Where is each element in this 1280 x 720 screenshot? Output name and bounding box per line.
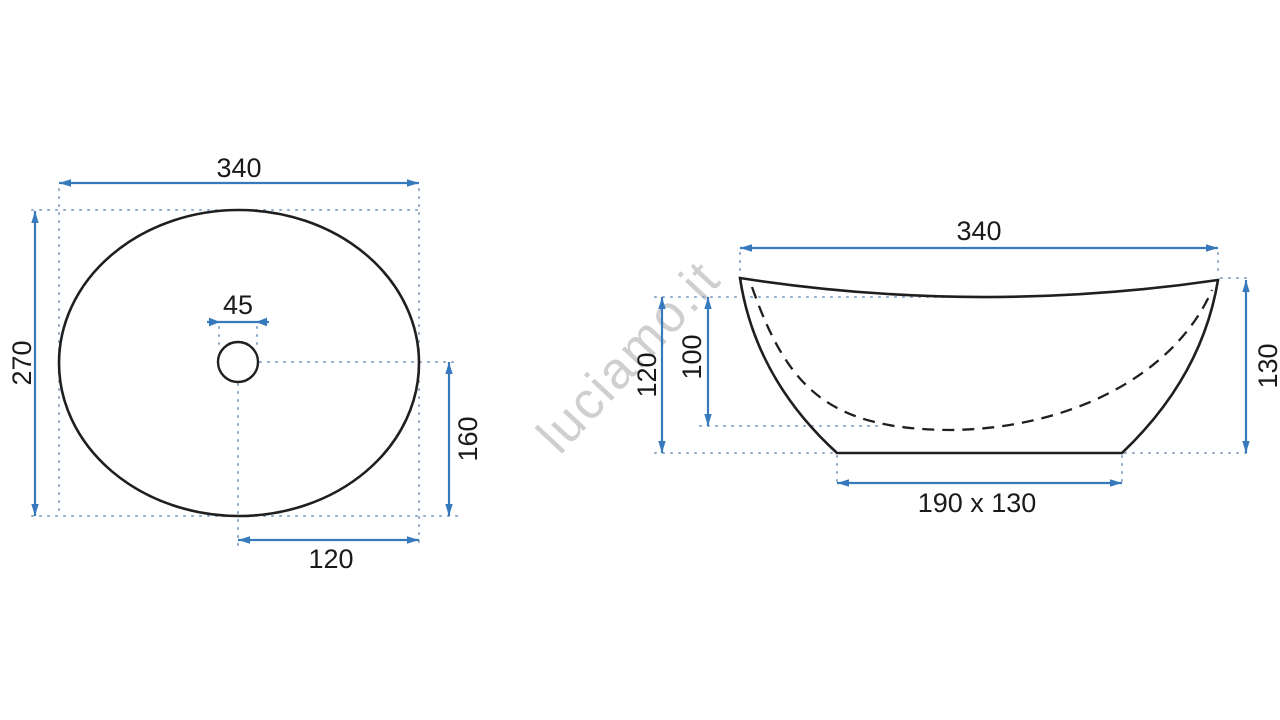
- dimension-label: 120: [308, 544, 353, 574]
- dimension-label: 130: [1253, 343, 1280, 388]
- dimension-drain-to-front: 160: [445, 362, 483, 516]
- side-view: 340 120 100 130 190 x 130: [632, 216, 1280, 518]
- dimension-label: 120: [632, 352, 662, 397]
- top-view: 340 270 45 160 120: [7, 153, 483, 574]
- dimension-top-view-width: 340: [59, 153, 419, 187]
- basin-profile-outline: [738, 276, 1220, 455]
- dimension-label: 190 x 130: [918, 488, 1037, 518]
- dimension-label: 340: [216, 153, 261, 183]
- arrowhead: [256, 317, 267, 327]
- dimension-label: 100: [677, 334, 707, 379]
- dimension-side-view-width: 340: [740, 216, 1218, 252]
- dimension-label: 160: [453, 416, 483, 461]
- dimension-bowl-depth: 100: [677, 297, 712, 426]
- dimension-base-size: 190 x 130: [837, 479, 1122, 518]
- dimension-height-center: 120: [632, 297, 666, 453]
- basin-rim-ellipse: [57, 208, 421, 518]
- arrowhead: [209, 317, 220, 327]
- dimension-label: 45: [223, 290, 253, 320]
- dimension-label: 270: [7, 340, 37, 385]
- dimension-drain-diameter: 45: [207, 290, 269, 327]
- dimension-top-view-depth: 270: [7, 211, 39, 516]
- dimension-drain-to-side: 120: [238, 536, 419, 574]
- basin-inner-bowl-dashed: [750, 286, 1214, 432]
- dimension-height-side: 130: [1242, 280, 1280, 453]
- drain-hole: [216, 340, 260, 384]
- dimension-label: 340: [956, 216, 1001, 246]
